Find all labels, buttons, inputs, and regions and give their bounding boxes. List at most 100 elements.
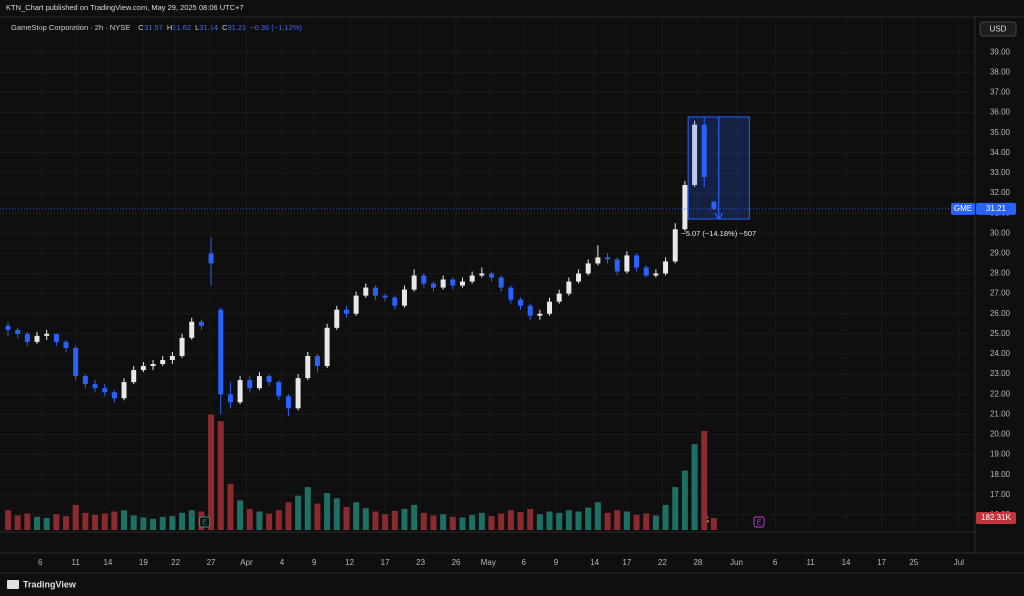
candle-body	[237, 380, 243, 403]
volume-bar	[701, 431, 708, 530]
candle-body	[334, 309, 340, 328]
ohlc-value: 31.21	[227, 23, 246, 32]
volume-bar	[681, 470, 688, 530]
change: −0.36 (−1.12%)	[250, 23, 302, 32]
volume-bar	[430, 515, 437, 530]
candle-body	[672, 229, 678, 262]
volume-bar	[604, 512, 611, 530]
candle-body	[624, 255, 630, 272]
volume-bar	[440, 514, 447, 530]
x-tick-label: Apr	[240, 558, 253, 567]
volume-label: 182.31K	[981, 513, 1011, 522]
volume-bar	[111, 511, 118, 530]
publisher: KTN_Chart published on TradingView.com, …	[6, 3, 244, 12]
volume-bar	[391, 510, 398, 530]
currency-button[interactable]	[979, 21, 1017, 37]
candle-body	[111, 392, 117, 399]
volume-bar	[478, 512, 485, 530]
y-tick-label: 26.00	[990, 309, 1011, 318]
candle-body	[566, 281, 572, 294]
x-tick-label: 12	[345, 558, 354, 567]
x-tick-label: 9	[554, 558, 559, 567]
candle-body	[285, 396, 291, 409]
volume-bar	[575, 511, 582, 530]
candle-body	[179, 337, 185, 356]
candle-body	[663, 261, 669, 274]
candle-body	[576, 273, 582, 282]
candle-body	[218, 309, 224, 395]
volume-bar	[304, 487, 311, 530]
volume-bar	[169, 516, 176, 530]
y-tick-label: 39.00	[990, 47, 1011, 56]
x-tick-label: 26	[452, 558, 461, 567]
volume-bar	[633, 514, 640, 530]
volume-bar	[237, 500, 244, 530]
x-tick-label: 17	[877, 558, 886, 567]
ohlc-value: 31.57	[144, 23, 163, 32]
y-tick-label: 19.00	[990, 450, 1011, 459]
candle-body	[585, 263, 591, 274]
symbol-tag: GME	[954, 204, 972, 213]
ohlc-letter: H	[167, 23, 172, 32]
candle-body	[208, 253, 214, 264]
y-tick-label: 36.00	[990, 108, 1011, 117]
legend: GameStop Corporation · 2h · NYSE O31.57 H 3…	[11, 23, 302, 32]
volume-bar	[5, 510, 11, 530]
event-label: E	[757, 519, 762, 526]
volume-bar	[140, 517, 147, 530]
y-tick-label: 29.00	[990, 248, 1011, 257]
candle-body	[92, 384, 98, 389]
candle-body	[682, 184, 688, 230]
volume-bar	[256, 511, 263, 530]
event-label: E	[202, 519, 207, 526]
y-tick-label: 17.00	[990, 490, 1011, 499]
volume-bar	[159, 516, 166, 530]
volume-bar	[72, 504, 79, 530]
x-tick-label: 17	[622, 558, 631, 567]
candle-body	[82, 376, 88, 385]
volume-bar	[101, 513, 108, 530]
y-tick-label: 20.00	[990, 430, 1011, 439]
x-tick-label: 6	[38, 558, 43, 567]
volume-bar	[614, 510, 621, 530]
candle-body	[353, 295, 359, 314]
ohlc-letter: C	[222, 23, 228, 32]
volume-bar	[179, 512, 186, 530]
price-label: 31.21	[986, 204, 1007, 213]
candle-body	[324, 327, 330, 367]
volume-bar	[652, 515, 659, 530]
x-tick-label: Jun	[730, 558, 743, 567]
candle-body	[372, 287, 378, 296]
candle-body	[643, 267, 649, 276]
volume-bar	[420, 512, 427, 530]
candle-body	[469, 275, 475, 282]
y-tick-label: 28.00	[990, 269, 1011, 278]
volume-bar	[14, 515, 21, 530]
candle-body	[5, 325, 11, 330]
volume-bar	[672, 487, 679, 530]
volume-bar	[565, 510, 572, 530]
candle-body	[15, 329, 21, 334]
candle-body	[34, 335, 40, 342]
ohlc-letter: O	[138, 23, 144, 32]
symbol-title: GameStop Corporation · 2h · NYSE	[11, 23, 130, 32]
candle-body	[537, 313, 543, 316]
currency[interactable]: USD	[990, 25, 1007, 34]
measure-arrowhead	[714, 212, 724, 221]
candle-body	[411, 275, 417, 290]
x-tick-label: 4	[280, 558, 285, 567]
volume-bar	[536, 514, 543, 530]
volume-bar	[275, 510, 282, 530]
y-tick-label: 32.00	[990, 188, 1011, 197]
volume-bar	[266, 513, 273, 530]
candle-body	[498, 277, 504, 288]
candle-body	[295, 378, 301, 409]
x-tick-label: 17	[381, 558, 390, 567]
x-tick-label: 14	[590, 558, 599, 567]
volume-bar	[594, 502, 601, 530]
volume-bar	[488, 516, 495, 530]
volume-bar	[208, 414, 215, 530]
x-tick-label: 22	[171, 558, 180, 567]
candle-body	[266, 376, 272, 383]
volume-bar	[498, 513, 505, 530]
